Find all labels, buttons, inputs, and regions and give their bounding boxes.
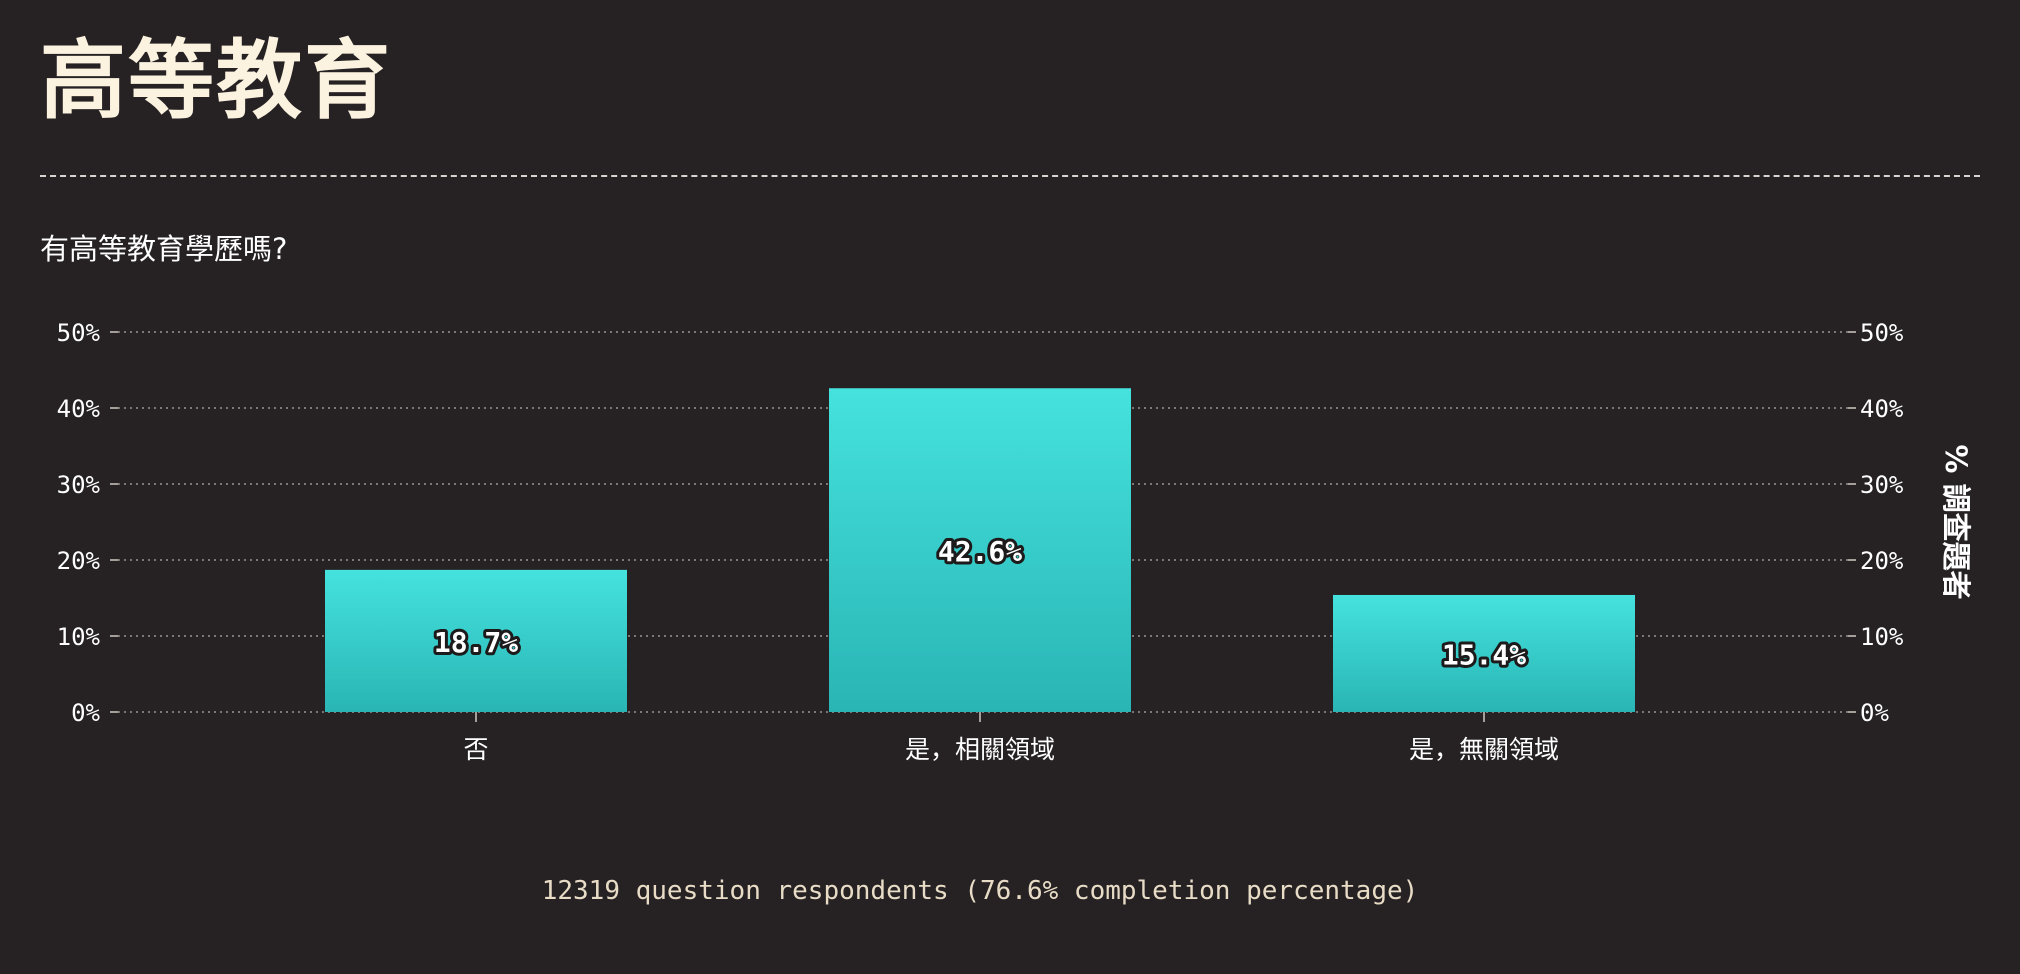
y-tick-label: 20% [1860, 547, 1904, 575]
bar-value-label: 42.6% [938, 535, 1022, 568]
x-tick-label: 否 [463, 735, 488, 764]
bar-value-label: 18.7% [434, 626, 518, 659]
bar [1333, 594, 1635, 712]
y-tick-label: 0% [1860, 699, 1889, 727]
bar [829, 388, 1131, 712]
x-tick-label: 是，相關領域 [905, 735, 1055, 764]
y-tick-label: 10% [57, 623, 101, 651]
title-divider [40, 175, 1980, 177]
y-tick-label: 0% [71, 699, 100, 727]
bar [325, 569, 627, 712]
y-tick-label: 30% [1860, 471, 1904, 499]
respondents-footer: 12319 question respondents (76.6% comple… [541, 876, 1419, 906]
page-title: 高等教育 [40, 31, 392, 131]
y-tick-label: 10% [1860, 623, 1904, 651]
y-tick-label: 50% [57, 319, 101, 347]
bar-value-label: 15.4% [1442, 638, 1526, 671]
x-axis: 否 是，相關領域 是，無關領域 [463, 712, 1559, 764]
y-axis-left: 0% 10% 20% 30% 40% 50% [57, 319, 118, 727]
y-tick-label: 50% [1860, 319, 1904, 347]
y-tick-label: 40% [57, 395, 101, 423]
y-axis-right: 0% 10% 20% 30% 40% 50% [1848, 319, 1904, 727]
y-tick-label: 30% [57, 471, 101, 499]
bars: 18.7% 42.6% 15.4% [325, 388, 1635, 712]
x-tick-label: 是，無關領域 [1409, 735, 1559, 764]
chart-title: 有高等教育學歷嗎? [40, 232, 288, 266]
y-tick-label: 20% [57, 547, 101, 575]
y-axis-label-right: % 調查題者 [1939, 444, 1973, 599]
y-tick-label: 40% [1860, 395, 1904, 423]
